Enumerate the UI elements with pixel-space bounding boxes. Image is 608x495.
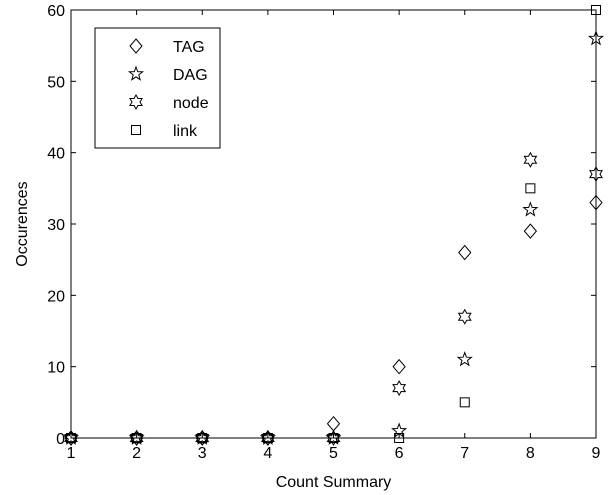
legend-marker-tag xyxy=(129,38,143,54)
y-tick-label: 10 xyxy=(47,360,65,377)
data-point-link xyxy=(262,433,273,443)
data-point-tag xyxy=(326,415,341,432)
y-tick-label: 20 xyxy=(47,288,65,305)
y-axis: 0 10 20 30 40 50 60 xyxy=(47,3,596,448)
data-point-link xyxy=(131,433,142,443)
data-point-node xyxy=(457,308,472,325)
data-point-node xyxy=(523,151,538,168)
data-point-node xyxy=(326,429,341,447)
series-node xyxy=(64,151,603,447)
data-point-dag xyxy=(456,351,473,367)
data-point-node xyxy=(392,380,407,397)
data-point-tag xyxy=(523,223,538,239)
data-point-link xyxy=(394,433,405,443)
y-tick-label: 30 xyxy=(47,217,65,234)
data-point-link xyxy=(459,397,470,408)
legend-label: DAG xyxy=(173,67,208,84)
legend: TAG DAG node link xyxy=(94,27,221,149)
data-point-link xyxy=(328,433,339,443)
x-tick-label: 5 xyxy=(329,445,338,462)
y-axis-label: Occurences xyxy=(14,181,31,266)
legend-entry-tag: TAG xyxy=(129,38,205,56)
y-tick-label: 0 xyxy=(56,431,65,448)
x-tick-label: 3 xyxy=(198,445,207,462)
x-tick-label: 4 xyxy=(263,445,272,462)
data-point-node xyxy=(64,429,78,447)
data-point-dag xyxy=(522,201,539,217)
data-point-node xyxy=(195,429,210,447)
y-tick-label: 50 xyxy=(47,74,65,91)
legend-entry-dag: DAG xyxy=(127,65,208,84)
y-tick-label: 60 xyxy=(47,3,65,20)
data-point-link xyxy=(197,433,208,443)
data-point-link xyxy=(591,5,601,15)
data-point-dag xyxy=(587,30,605,46)
data-point-link xyxy=(66,433,76,443)
data-point-tag xyxy=(458,244,472,261)
x-axis: 1 2 3 4 5 6 7 8 9 xyxy=(67,10,601,462)
legend-marker-node xyxy=(129,93,143,111)
x-axis-label: Count Summary xyxy=(276,474,392,491)
data-points xyxy=(62,5,605,447)
data-point-node xyxy=(129,429,144,447)
legend-label: node xyxy=(173,95,209,112)
series-tag xyxy=(64,194,603,446)
x-tick-label: 7 xyxy=(460,445,469,462)
legend-label: link xyxy=(173,123,198,140)
y-tick-label: 40 xyxy=(47,146,65,163)
data-point-node xyxy=(589,166,603,183)
series-link xyxy=(66,5,601,443)
legend-entry-node: node xyxy=(129,93,209,112)
x-tick-label: 8 xyxy=(526,445,535,462)
x-tick-label: 6 xyxy=(395,445,404,462)
data-point-node xyxy=(260,429,275,447)
x-tick-label: 9 xyxy=(592,445,601,462)
legend-marker-link xyxy=(131,125,141,135)
x-tick-label: 1 xyxy=(67,445,76,462)
data-point-tag xyxy=(392,358,406,375)
legend-label: TAG xyxy=(173,39,205,56)
legend-marker-dag xyxy=(127,65,145,81)
data-point-tag xyxy=(589,194,603,211)
legend-entry-link: link xyxy=(131,123,198,140)
x-tick-label: 2 xyxy=(132,445,141,462)
legend-box xyxy=(94,27,221,149)
data-point-link xyxy=(525,183,536,194)
